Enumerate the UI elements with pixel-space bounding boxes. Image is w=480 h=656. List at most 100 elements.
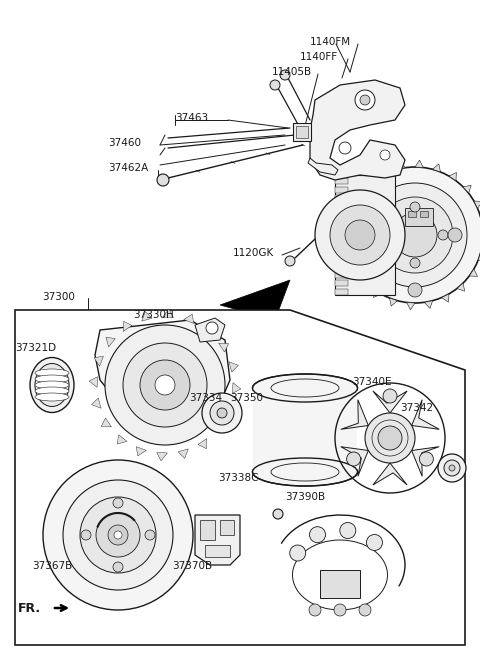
Polygon shape xyxy=(163,309,173,318)
Circle shape xyxy=(80,497,156,573)
Polygon shape xyxy=(424,300,432,308)
Circle shape xyxy=(378,426,402,450)
Text: 37460: 37460 xyxy=(108,138,141,148)
Polygon shape xyxy=(123,321,132,331)
Polygon shape xyxy=(335,212,348,218)
Polygon shape xyxy=(373,289,381,298)
Text: 37334: 37334 xyxy=(189,393,222,403)
Circle shape xyxy=(438,454,466,482)
Text: 37390B: 37390B xyxy=(285,492,325,502)
Polygon shape xyxy=(365,179,373,187)
Circle shape xyxy=(449,465,455,471)
Polygon shape xyxy=(142,312,152,321)
Text: 37330H: 37330H xyxy=(133,310,174,320)
Polygon shape xyxy=(381,168,388,176)
Polygon shape xyxy=(415,160,423,167)
Circle shape xyxy=(290,545,306,561)
Circle shape xyxy=(365,413,415,463)
Polygon shape xyxy=(220,280,290,320)
Ellipse shape xyxy=(271,463,339,481)
Ellipse shape xyxy=(271,379,339,397)
Polygon shape xyxy=(474,201,480,209)
Polygon shape xyxy=(373,463,407,485)
Ellipse shape xyxy=(35,393,69,401)
Circle shape xyxy=(273,509,283,519)
Polygon shape xyxy=(335,263,348,269)
Polygon shape xyxy=(195,515,240,565)
Circle shape xyxy=(315,190,405,280)
Polygon shape xyxy=(195,318,225,342)
Ellipse shape xyxy=(35,387,69,395)
Circle shape xyxy=(383,389,397,403)
Circle shape xyxy=(363,183,467,287)
Polygon shape xyxy=(156,453,168,461)
Circle shape xyxy=(63,480,173,590)
Bar xyxy=(205,545,230,557)
Circle shape xyxy=(444,460,460,476)
Ellipse shape xyxy=(35,375,69,383)
Text: 37350: 37350 xyxy=(230,393,263,403)
Circle shape xyxy=(347,452,360,466)
Text: 1120GK: 1120GK xyxy=(233,248,274,258)
Text: 37367B: 37367B xyxy=(32,561,72,571)
Bar xyxy=(405,208,433,226)
Polygon shape xyxy=(95,320,230,430)
Polygon shape xyxy=(136,447,146,456)
Circle shape xyxy=(377,197,453,273)
Text: 37340E: 37340E xyxy=(352,377,392,387)
Polygon shape xyxy=(203,326,213,335)
Circle shape xyxy=(360,95,370,105)
Circle shape xyxy=(155,375,175,395)
Circle shape xyxy=(210,401,234,425)
Text: 37338C: 37338C xyxy=(218,473,259,483)
Text: 37300: 37300 xyxy=(42,292,75,302)
Polygon shape xyxy=(432,164,441,172)
Circle shape xyxy=(270,80,280,90)
Ellipse shape xyxy=(252,458,358,486)
Polygon shape xyxy=(335,289,348,295)
Text: 11405B: 11405B xyxy=(272,67,312,77)
Circle shape xyxy=(280,70,290,80)
Polygon shape xyxy=(478,253,480,260)
Polygon shape xyxy=(373,391,407,413)
Polygon shape xyxy=(335,229,348,235)
Ellipse shape xyxy=(35,369,69,377)
Bar xyxy=(253,388,357,472)
Circle shape xyxy=(113,498,123,508)
Polygon shape xyxy=(335,272,348,277)
Polygon shape xyxy=(308,158,338,175)
Circle shape xyxy=(339,142,351,154)
Ellipse shape xyxy=(47,379,57,391)
Circle shape xyxy=(114,531,122,539)
Circle shape xyxy=(113,562,123,572)
Polygon shape xyxy=(397,161,406,169)
Polygon shape xyxy=(390,298,397,306)
Circle shape xyxy=(448,228,462,242)
Text: 37462A: 37462A xyxy=(108,163,148,173)
Polygon shape xyxy=(106,337,115,347)
Circle shape xyxy=(420,452,433,466)
Bar xyxy=(220,520,234,535)
Polygon shape xyxy=(335,220,348,226)
Polygon shape xyxy=(178,449,188,459)
Text: FR.: FR. xyxy=(18,602,41,615)
Polygon shape xyxy=(101,418,111,427)
Polygon shape xyxy=(341,447,368,476)
Text: 1140FM: 1140FM xyxy=(310,37,351,47)
Circle shape xyxy=(345,220,375,250)
Circle shape xyxy=(359,604,371,616)
Polygon shape xyxy=(348,262,356,269)
Ellipse shape xyxy=(35,363,69,407)
Bar xyxy=(320,570,360,598)
Polygon shape xyxy=(442,294,449,302)
Ellipse shape xyxy=(30,358,74,413)
Bar xyxy=(296,126,308,138)
Circle shape xyxy=(202,393,242,433)
Circle shape xyxy=(340,523,356,539)
Circle shape xyxy=(105,325,225,445)
Polygon shape xyxy=(117,435,127,444)
Polygon shape xyxy=(469,269,478,276)
Circle shape xyxy=(330,205,390,265)
Polygon shape xyxy=(94,356,103,366)
Circle shape xyxy=(96,513,140,557)
